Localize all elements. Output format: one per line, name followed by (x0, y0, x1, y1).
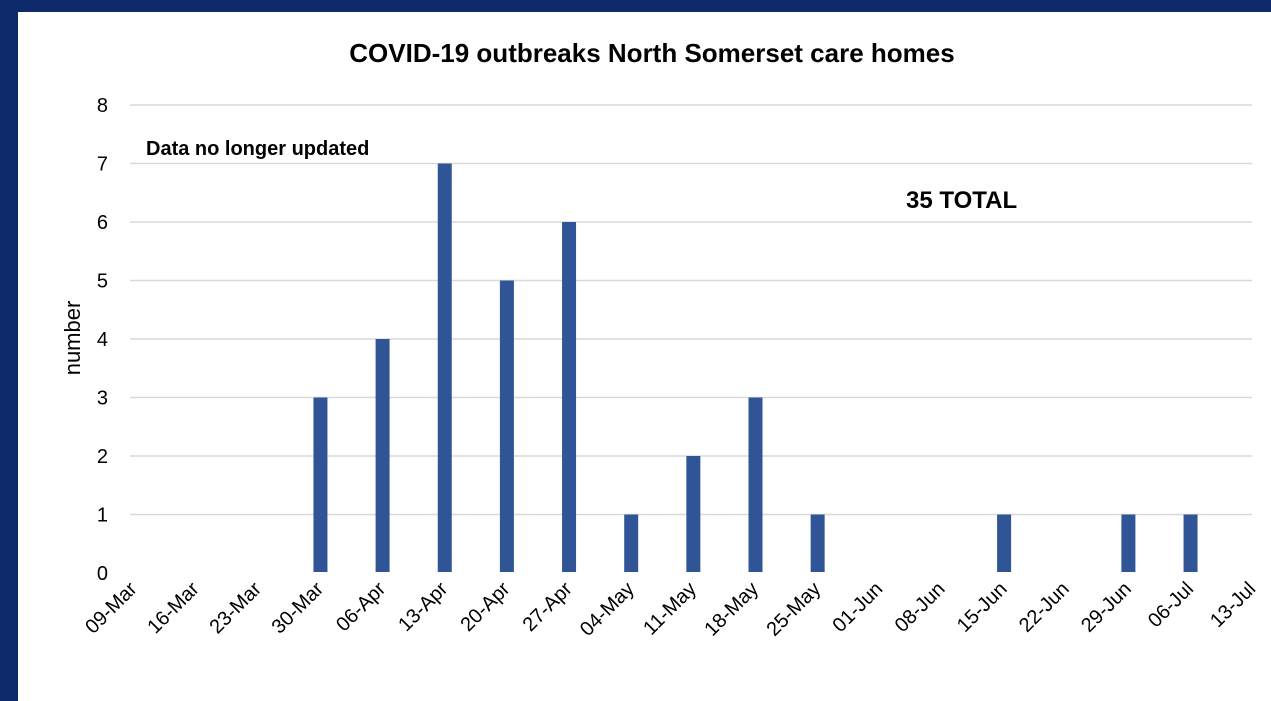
annotation-total: 35 TOTAL (906, 187, 1017, 214)
x-tick-label: 22-Jun (1015, 578, 1074, 637)
x-tick-label: 06-Jul (1144, 578, 1198, 632)
y-tick-label: 2 (97, 446, 108, 468)
x-tick-label: 27-Apr (519, 578, 577, 636)
bar-20-Apr (499, 280, 514, 573)
bar-29-Jun (1121, 514, 1136, 573)
frame-left-gap (18, 12, 21, 701)
x-tick-label: 23-Mar (205, 578, 266, 639)
bar-18-May (748, 397, 763, 573)
y-axis-ticks: 0 1 2 3 4 5 6 7 8 (97, 95, 108, 585)
x-tick-label: 20-Apr (456, 578, 514, 636)
bar-06-Apr (375, 339, 390, 573)
frame-left-border (0, 0, 18, 701)
x-tick-label: 16-Mar (143, 578, 204, 639)
y-axis-label: number (60, 301, 85, 376)
x-tick-label: 29-Jun (1077, 578, 1136, 637)
bar-13-Apr (437, 163, 452, 573)
x-tick-label: 06-Apr (332, 578, 390, 636)
x-tick-label: 04-May (576, 578, 639, 641)
x-tick-label: 13-Jul (1206, 578, 1260, 632)
chart-title: COVID-19 outbreaks North Somerset care h… (349, 38, 954, 68)
y-tick-label: 0 (97, 563, 108, 585)
y-tick-label: 1 (97, 505, 108, 527)
bar-30-Mar (313, 397, 328, 573)
bars (130, 163, 1252, 574)
x-tick-label: 13-Apr (394, 578, 452, 636)
bar-25-May (810, 514, 825, 573)
frame-top-border (0, 0, 1271, 12)
x-tick-label: 15-Jun (953, 578, 1012, 637)
x-tick-label: 09-Mar (81, 578, 142, 639)
y-tick-label: 6 (97, 212, 108, 234)
y-tick-label: 5 (97, 271, 108, 293)
x-tick-label: 18-May (700, 578, 763, 641)
y-tick-label: 8 (97, 95, 108, 117)
x-tick-label: 11-May (639, 578, 701, 640)
x-tick-label: 25-May (762, 578, 825, 641)
y-tick-label: 4 (97, 329, 108, 351)
bar-06-Jul (1183, 514, 1198, 573)
bar-11-May (686, 456, 701, 573)
bar-27-Apr (562, 222, 577, 573)
bar-04-May (624, 514, 639, 573)
x-tick-label: 08-Jun (891, 578, 950, 637)
y-tick-label: 3 (97, 388, 108, 410)
bar-15-Jun (997, 514, 1012, 573)
x-axis-ticks: 09-Mar 16-Mar 23-Mar 30-Mar 06-Apr 13-Apr 20-A… (81, 578, 1260, 641)
x-tick-label: 30-Mar (268, 578, 329, 639)
x-tick-label: 01-Jun (829, 578, 888, 637)
annotation-data-no-longer-updated: Data no longer updated (146, 138, 369, 160)
y-tick-label: 7 (97, 154, 108, 176)
